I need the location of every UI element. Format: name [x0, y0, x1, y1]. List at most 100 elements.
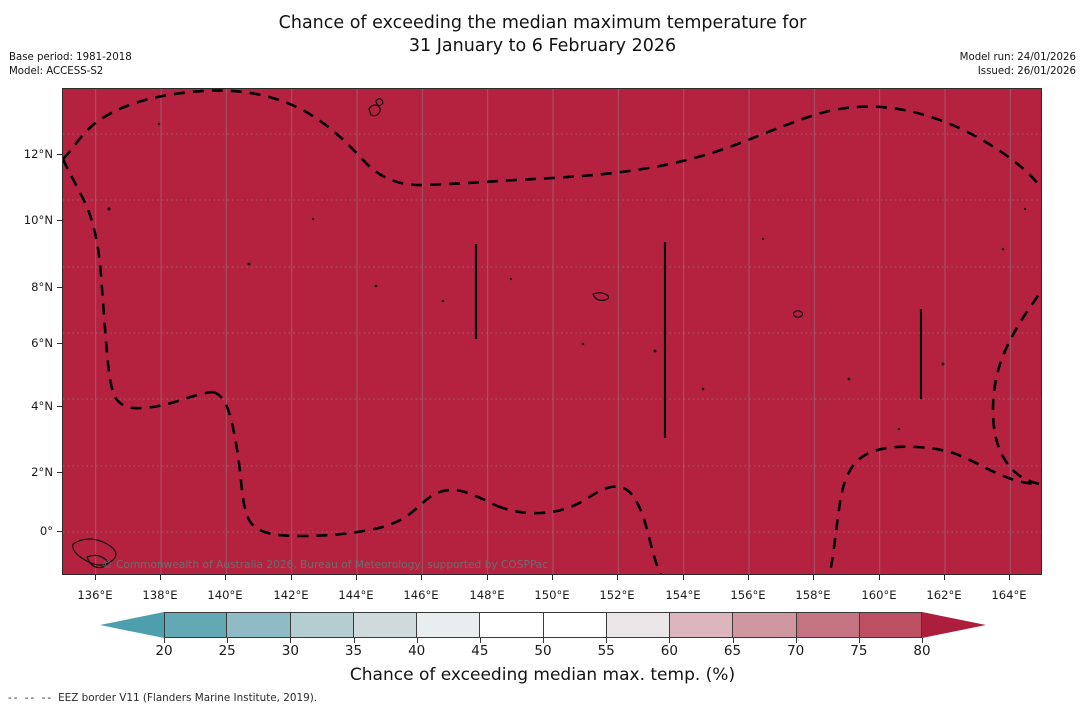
colorbar-tick-mark	[732, 638, 734, 643]
y-tick-label: 8°N	[31, 280, 53, 294]
x-tick-mark	[95, 575, 96, 580]
colorbar-bins	[164, 612, 922, 638]
eez-border-west	[63, 158, 214, 410]
x-tick-mark	[160, 575, 161, 580]
issued-label: Issued: 26/01/2026	[977, 65, 1076, 77]
y-tick-label: 12°N	[23, 147, 53, 161]
x-tick-label: 140°E	[207, 588, 243, 602]
gridlines-vertical	[95, 89, 1011, 574]
colorbar-tick-mark	[795, 638, 797, 643]
colorbar-title: Chance of exceeding median max. temp. (%…	[349, 665, 736, 685]
colorbar-tick-mark	[416, 638, 418, 643]
colorbar-tick-label: 30	[281, 643, 299, 659]
colorbar-tick-mark	[290, 638, 292, 643]
colorbar-tick-label: 80	[913, 643, 931, 659]
x-tick-mark	[879, 575, 880, 580]
x-tick-label: 138°E	[142, 588, 178, 602]
colorbar-under-arrow	[100, 612, 164, 638]
colorbar-tick-label: 55	[597, 643, 615, 659]
colorbar-tick-label: 50	[534, 643, 552, 659]
x-tick-label: 164°E	[991, 588, 1027, 602]
x-tick-mark	[1009, 575, 1010, 580]
colorbar-bin-3	[353, 612, 417, 638]
colorbar-tick-mark	[606, 638, 608, 643]
x-tick-label: 142°E	[273, 588, 309, 602]
x-tick-mark	[813, 575, 814, 580]
colorbar-tick-mark	[669, 638, 671, 643]
y-tick-label: 6°N	[31, 336, 53, 350]
x-tick-mark	[291, 575, 292, 580]
x-tick-mark	[487, 575, 488, 580]
x-tick-mark	[683, 575, 684, 580]
eez-dash-glyph: -- -- --	[8, 692, 54, 704]
colorbar-tick-mark	[164, 638, 165, 643]
x-tick-mark	[944, 575, 945, 580]
y-tick-mark	[57, 531, 62, 532]
colorbar-bin-0	[164, 612, 228, 638]
y-tick-mark	[57, 472, 62, 473]
model-label: Model: ACCESS-S2	[9, 65, 104, 77]
x-tick-label: 160°E	[861, 588, 897, 602]
colorbar-tick-mark	[479, 638, 481, 643]
colorbar-bin-9	[733, 612, 797, 638]
coastline-features	[72, 98, 804, 569]
colorbar-bin-10	[796, 612, 860, 638]
colorbar-bin-1	[227, 612, 291, 638]
eez-border-central	[496, 485, 663, 574]
eez-legend-text: EEZ border V11 (Flanders Marine Institut…	[58, 692, 318, 704]
y-tick-mark	[57, 220, 62, 221]
x-tick-label: 144°E	[338, 588, 374, 602]
x-tick-mark	[421, 575, 422, 580]
x-tick-label: 158°E	[795, 588, 831, 602]
y-tick-mark	[57, 406, 62, 407]
colorbar-tick-label: 35	[344, 643, 363, 659]
colorbar-bin-11	[859, 612, 922, 638]
x-tick-mark	[552, 575, 553, 580]
colorbar-tick-label: 60	[660, 643, 678, 659]
colorbar-tick-label: 20	[155, 643, 173, 659]
y-tick-mark	[57, 287, 62, 288]
metadata-left: Base period: 1981-2018 Model: ACCESS-S2	[9, 51, 132, 78]
x-tick-label: 136°E	[77, 588, 113, 602]
metadata-right: Model run: 24/01/2026 Issued: 26/01/2026	[960, 51, 1076, 78]
x-tick-label: 146°E	[403, 588, 439, 602]
colorbar-tick-label: 25	[218, 643, 236, 659]
y-tick-label: 2°N	[31, 465, 53, 479]
map-credit: © Commonwealth of Australia 2026, Bureau…	[102, 559, 549, 571]
colorbar-bin-5	[480, 612, 544, 638]
y-tick-label: 0°	[39, 524, 53, 538]
x-tick-mark	[748, 575, 749, 580]
x-tick-mark	[225, 575, 226, 580]
y-tick-mark	[57, 154, 62, 155]
colorbar-over-arrow	[922, 612, 986, 638]
eez-border-southwest	[212, 390, 498, 538]
base-period-label: Base period: 1981-2018	[9, 52, 132, 63]
colorbar-tick-label: 45	[471, 643, 489, 659]
eez-border-far-east	[991, 288, 1041, 486]
colorbar-bin-4	[417, 612, 481, 638]
page-title: Chance of exceeding the median maximum t…	[0, 12, 1085, 58]
y-tick-label: 4°N	[31, 399, 53, 413]
colorbar-tick-label: 75	[850, 643, 868, 659]
footer-legend: -- -- -- EEZ border V11 (Flanders Marine…	[8, 692, 317, 704]
colorbar-tick-mark	[227, 638, 229, 643]
island-dots	[107, 122, 1027, 431]
map-plot-area: © Commonwealth of Australia 2026, Bureau…	[62, 88, 1042, 575]
map-graphic	[63, 89, 1041, 574]
eez-border-east	[827, 445, 1040, 574]
model-run-label: Model run: 24/01/2026	[959, 52, 1076, 63]
x-tick-label: 162°E	[926, 588, 962, 602]
y-tick-label: 10°N	[23, 213, 53, 227]
colorbar-tick-mark	[543, 638, 544, 643]
colorbar: 20 25 30 35 40 45 50 55 60 65 70 75 80	[0, 612, 1085, 659]
gridlines-horizontal	[63, 133, 1041, 533]
colorbar-bin-8	[670, 612, 734, 638]
map-container: © Commonwealth of Australia 2026, Bureau…	[62, 88, 1042, 575]
eez-border-north	[63, 89, 1041, 187]
colorbar-tick-label: 40	[408, 643, 426, 659]
x-tick-label: 150°E	[534, 588, 570, 602]
colorbar-bin-7	[606, 612, 670, 638]
x-tick-mark	[617, 575, 618, 580]
colorbar-tick-mark	[858, 638, 860, 643]
colorbar-bin-6	[543, 612, 607, 638]
